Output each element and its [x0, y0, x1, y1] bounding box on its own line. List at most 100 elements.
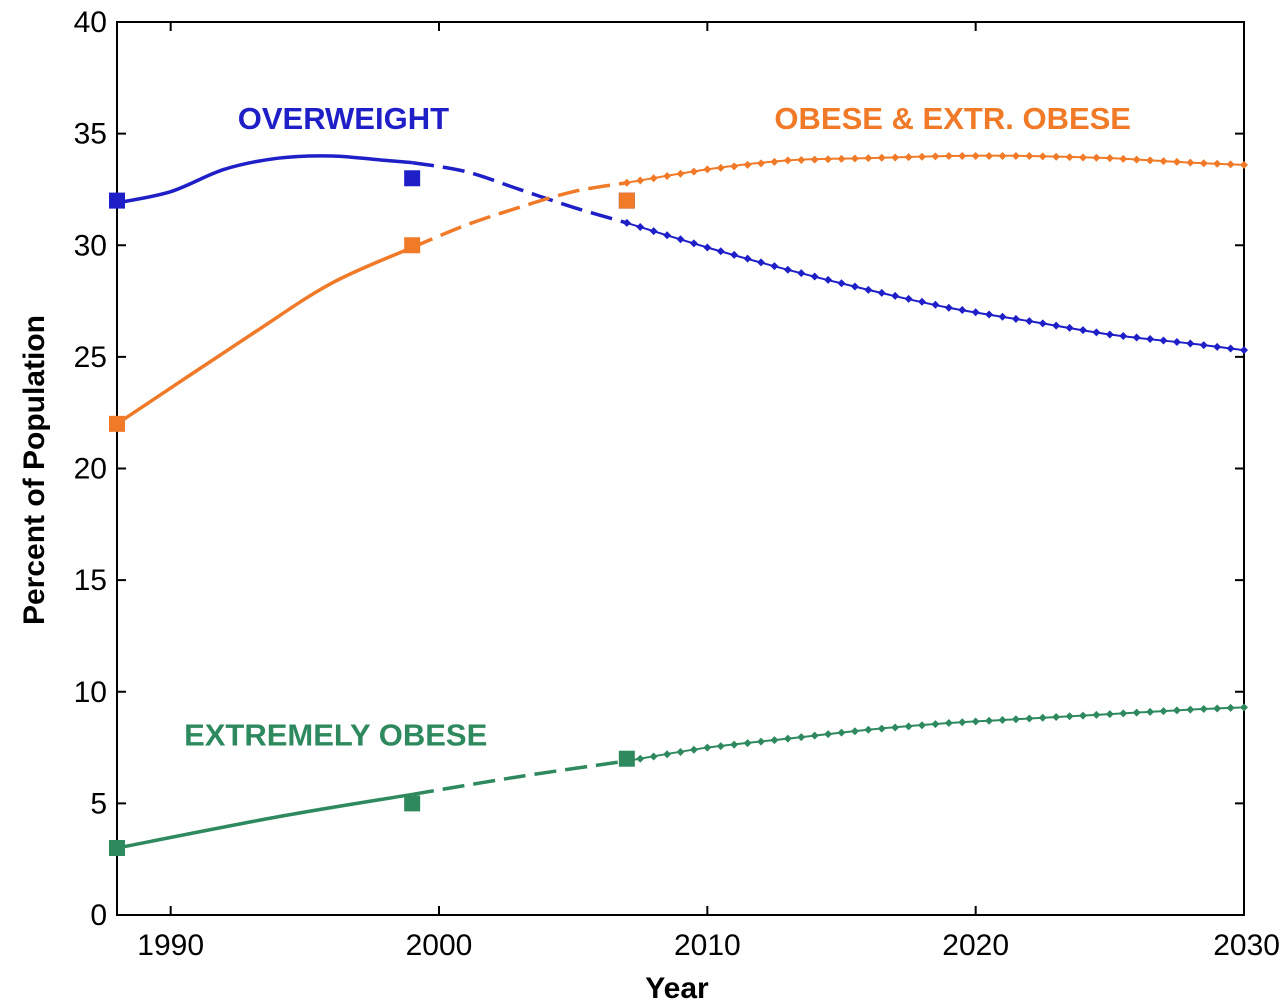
projection-marker — [810, 731, 819, 740]
y-axis: 0 5 10 15 20 25 30 35 40 — [74, 6, 1244, 932]
y-axis-title: Percent of Population — [18, 315, 51, 625]
dashed-line — [411, 759, 628, 797]
projection-marker — [1213, 704, 1222, 713]
projection-marker — [1025, 317, 1034, 326]
projection-marker — [1159, 336, 1168, 345]
projection-marker — [1199, 705, 1208, 714]
projection-marker — [1226, 160, 1235, 169]
projection-marker — [958, 718, 967, 727]
x-tick-label: 2020 — [942, 929, 1009, 962]
projection-marker — [904, 722, 913, 731]
x-tick-label: 1990 — [137, 929, 204, 962]
projection-marker — [676, 169, 685, 178]
projection-marker — [944, 719, 953, 728]
projection-marker — [689, 167, 698, 176]
projection-marker — [864, 154, 873, 163]
x-axis-title: Year — [645, 972, 709, 1003]
projection-marker — [1172, 337, 1181, 346]
projection-marker — [998, 312, 1007, 321]
projection-marker — [1119, 154, 1128, 163]
projection-marker — [877, 153, 886, 162]
projection-marker — [864, 725, 873, 734]
projection-marker — [797, 156, 806, 165]
projection-marker — [1226, 703, 1235, 712]
x-tick-label: 2010 — [674, 929, 741, 962]
projection-marker — [1065, 153, 1074, 162]
dashed-line — [411, 181, 628, 250]
projection-marker — [1146, 335, 1155, 344]
projection-marker — [770, 262, 779, 271]
x-tick-label: 2000 — [406, 929, 473, 962]
projection-marker — [770, 736, 779, 745]
projection-marker — [918, 721, 926, 730]
projection-marker — [824, 730, 833, 739]
y-tick-label: 0 — [90, 899, 107, 932]
projection-marker — [958, 305, 967, 314]
projection-marker — [931, 152, 940, 161]
y-tick-label: 30 — [74, 229, 107, 262]
projection-marker — [1079, 711, 1087, 720]
projection-marker — [636, 223, 645, 232]
projection-marker — [730, 250, 739, 259]
series-1 — [109, 151, 1248, 432]
observed-point — [404, 795, 421, 812]
projection-marker — [1146, 707, 1155, 716]
projection-marker — [1159, 157, 1168, 166]
fit-line — [116, 245, 413, 426]
projection-marker — [770, 157, 779, 166]
projection-marker — [663, 172, 672, 181]
projection-marker — [716, 742, 725, 751]
projection-marker — [1011, 715, 1020, 724]
projection-marker — [985, 310, 994, 319]
projection-marker — [1199, 159, 1208, 168]
observed-point — [109, 840, 125, 857]
projection-marker — [837, 154, 846, 163]
projection-marker — [622, 178, 631, 187]
projection-marker — [1079, 326, 1087, 335]
y-tick-label: 15 — [74, 564, 107, 597]
projection-marker — [649, 752, 658, 761]
observed-point — [618, 192, 635, 209]
projection-marker — [1052, 321, 1061, 330]
projection-marker — [850, 154, 859, 163]
projection-marker — [877, 724, 886, 733]
projection-marker — [636, 754, 645, 763]
projection-marker — [689, 239, 698, 248]
projection-marker — [944, 303, 953, 312]
projection-marker — [689, 745, 698, 754]
observed-point — [109, 415, 125, 432]
projection-marker — [958, 151, 967, 160]
projection-marker — [1146, 156, 1155, 165]
projection-marker — [649, 227, 658, 236]
projection-marker — [757, 737, 765, 746]
projection-marker — [743, 160, 752, 169]
projection-marker — [716, 163, 725, 172]
x-axis: 1990 2000 2010 2020 2030 — [137, 22, 1280, 962]
projection-marker — [743, 739, 752, 748]
series-label: EXTREMELY OBESE — [184, 717, 487, 752]
projection-marker — [837, 279, 846, 288]
projection-marker — [703, 165, 712, 174]
projection-marker — [1065, 323, 1074, 332]
observed-point — [404, 237, 421, 254]
y-tick-label: 40 — [74, 6, 107, 39]
projection-marker — [850, 282, 859, 291]
projection-marker — [1240, 703, 1248, 712]
projection-marker — [918, 297, 926, 306]
projection-marker — [1038, 713, 1047, 722]
projection-marker — [797, 733, 806, 742]
projection-marker — [810, 272, 819, 281]
projection-marker — [1092, 328, 1101, 337]
projection-marker — [703, 743, 712, 752]
fit-line — [116, 154, 413, 205]
projection-marker — [1038, 319, 1047, 328]
projection-marker — [783, 265, 792, 274]
observed-point — [618, 750, 635, 767]
projection-marker — [1213, 159, 1222, 168]
series-label: OBESE & EXTR. OBESE — [774, 101, 1131, 136]
projection-marker — [1132, 333, 1141, 342]
projection-marker — [636, 176, 645, 185]
projection-marker — [944, 151, 953, 160]
y-tick-label: 25 — [74, 341, 107, 374]
projection-marker — [1186, 339, 1195, 348]
